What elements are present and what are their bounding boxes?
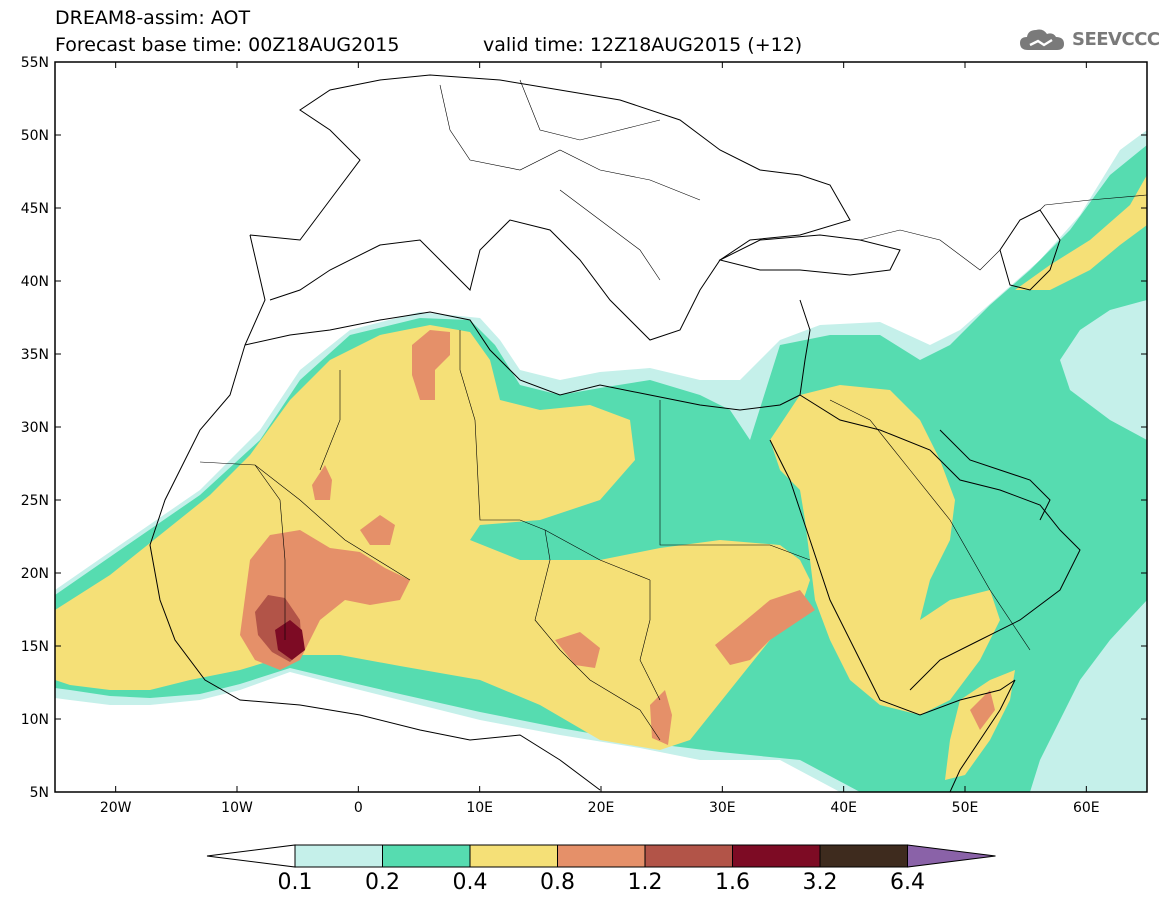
lat-tick-label: 35N [21, 347, 49, 363]
aot-band-0.4-caspian [1015, 175, 1147, 290]
coastline-red-sea [769, 439, 1016, 716]
colorbar: 0.1 0.2 0.4 0.8 1.2 1.6 3.2 6.4 [206, 844, 996, 895]
border-line [1039, 194, 1147, 211]
border-line [534, 529, 661, 741]
valid-time: valid time: 12Z18AUG2015 (+12) [483, 34, 803, 56]
aot-band-0.8-horn [970, 690, 995, 730]
logo-text: SEEVCCC [1072, 28, 1160, 50]
border-line [459, 330, 651, 581]
colorbar-label: 0.2 [365, 870, 400, 895]
aot-band-0.8-chad [555, 632, 600, 668]
aot-band-0.8-north [412, 330, 450, 400]
lon-tick-label: 50E [952, 800, 979, 816]
colorbar-segment [819, 844, 908, 868]
border-line [559, 189, 661, 281]
lat-tick-label: 40N [21, 274, 49, 290]
border-line [639, 580, 661, 701]
lat-tick-label: 50N [21, 128, 49, 144]
colorbar-segment [557, 844, 646, 868]
border-line [319, 370, 341, 471]
colorbar-label: 3.2 [803, 870, 838, 895]
lat-tick-label: 5N [30, 785, 49, 801]
lon-tick-label: 20W [100, 800, 132, 816]
lat-tick-label: 10N [21, 712, 49, 728]
lon-tick-label: 0 [354, 800, 363, 816]
colorbar-segment [732, 844, 821, 868]
aot-band-0.8-sudan [715, 590, 815, 665]
lat-tick-label: 15N [21, 639, 49, 655]
aot-band-0.4-sahara [55, 325, 810, 750]
coastline-east-africa [949, 679, 1016, 792]
lat-tick-label: 55N [21, 55, 49, 71]
coastline-black-sea [718, 234, 901, 276]
forecast-base-time: Forecast base time: 00Z18AUG2015 [55, 34, 400, 56]
border-line [989, 589, 1031, 651]
aot-fields [55, 130, 1147, 792]
colorbar-over-triangle [907, 844, 996, 868]
coastline-gulf [939, 429, 1051, 521]
country-borders [199, 79, 1147, 741]
aot-band-1.6 [275, 620, 305, 660]
colorbar-segment [469, 844, 558, 868]
lon-tick-label: 20E [588, 800, 615, 816]
border-line [254, 464, 286, 640]
coastline-europe [249, 74, 851, 341]
aot-band-0.8-south [650, 690, 672, 745]
coastlines [149, 74, 1081, 792]
coastline-west-africa [149, 234, 601, 791]
lat-tick-label: 45N [21, 201, 49, 217]
lon-tick-label: 40E [830, 800, 857, 816]
border-line [519, 79, 661, 141]
logo: SEEVCCC [1018, 24, 1160, 54]
border-line [659, 400, 811, 561]
lon-tick-label: 10W [221, 800, 253, 816]
border-line [859, 229, 1001, 271]
aot-band-0.8-a [360, 515, 395, 545]
colorbar-under-triangle [206, 844, 296, 868]
axis-ticks: 5N 10N 15N 20N 25N 30N 35N 40N 45N 50N 55N 20W 10W 0 1… [21, 55, 1147, 816]
colorbar-label: 0.4 [453, 870, 488, 895]
colorbar-label: 6.4 [890, 870, 925, 895]
lon-tick-label: 60E [1073, 800, 1100, 816]
colorbar-label: 0.1 [278, 870, 313, 895]
colorbar-label: 1.2 [628, 870, 663, 895]
lat-tick-label: 30N [21, 420, 49, 436]
map-title: DREAM8-assim: AOT [55, 7, 251, 29]
colorbar-segment [644, 844, 733, 868]
coastline-levant [799, 299, 811, 396]
colorbar-segment [382, 844, 471, 868]
lat-tick-label: 20N [21, 566, 49, 582]
lat-tick-label: 25N [21, 493, 49, 509]
colorbar-segment [294, 844, 383, 868]
coastline-north-africa [244, 311, 801, 411]
colorbar-label: 1.6 [715, 870, 750, 895]
border-line [439, 84, 701, 201]
aot-band-0.8-b [312, 465, 332, 500]
border-line [829, 399, 991, 591]
lon-tick-label: 10E [466, 800, 493, 816]
border-line [199, 461, 411, 581]
colorbar-label: 0.8 [540, 870, 575, 895]
coastline-arabia [799, 394, 1081, 691]
coastline-caspian [999, 209, 1061, 291]
aot-band-0.4-arabia [770, 385, 1000, 715]
lon-tick-label: 30E [709, 800, 736, 816]
cloud-logo-icon [1020, 29, 1064, 50]
